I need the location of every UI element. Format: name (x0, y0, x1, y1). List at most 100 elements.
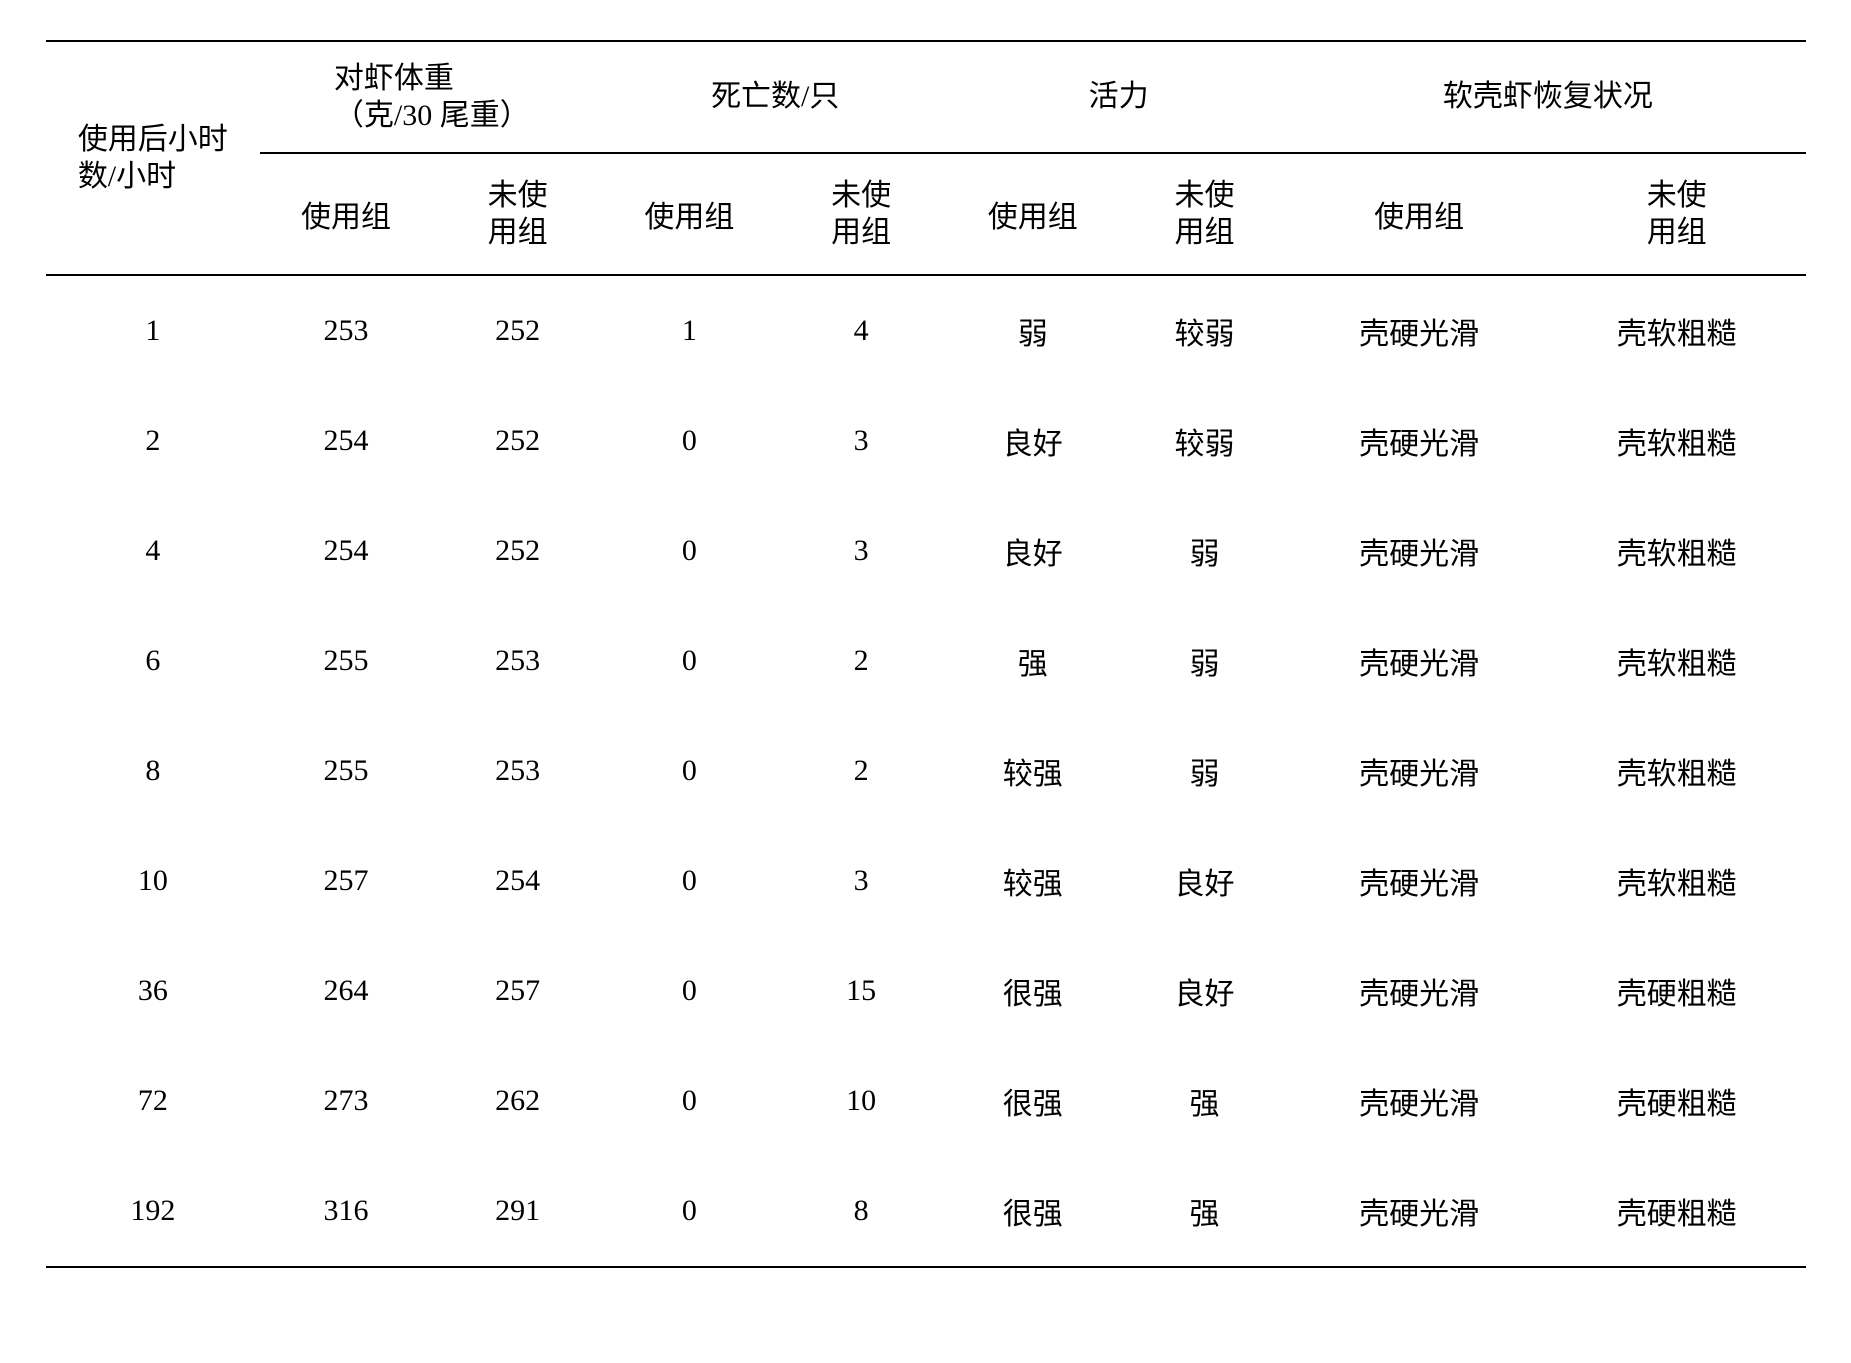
cell-hours: 72 (46, 1046, 261, 1156)
cell-recovery-unused: 壳软粗糙 (1548, 606, 1806, 716)
cell-deaths-used: 0 (604, 716, 776, 826)
col-weight-used-header: 使用组 (260, 153, 432, 275)
label: 未使用组 (1647, 177, 1707, 252)
table-row: 425425203良好弱壳硬光滑壳软粗糙 (46, 496, 1806, 606)
cell-weight-unused: 252 (432, 275, 604, 386)
cell-vitality-used: 强 (947, 606, 1119, 716)
cell-recovery-used: 壳硬光滑 (1290, 826, 1548, 936)
cell-deaths-unused: 3 (775, 826, 947, 936)
label: 未使用组 (1174, 177, 1234, 252)
col-recovery-group-header: 软壳虾恢复状况 (1290, 41, 1805, 153)
cell-vitality-unused: 强 (1119, 1156, 1291, 1267)
col-recovery-used-header: 使用组 (1290, 153, 1548, 275)
cell-weight-unused: 254 (432, 826, 604, 936)
col-weight-group-label: 对虾体重（克/30 尾重） (334, 60, 530, 135)
cell-deaths-used: 0 (604, 826, 776, 936)
col-recovery-unused-header: 未使用组 (1548, 153, 1806, 275)
col-vitality-used-header: 使用组 (947, 153, 1119, 275)
cell-recovery-used: 壳硬光滑 (1290, 1046, 1548, 1156)
table-row: 72273262010很强强壳硬光滑壳硬粗糙 (46, 1046, 1806, 1156)
col-deaths-group-label: 死亡数/只 (711, 80, 839, 113)
table-row: 19231629108很强强壳硬光滑壳硬粗糙 (46, 1156, 1806, 1267)
cell-weight-used: 273 (260, 1046, 432, 1156)
label: 使用组 (988, 201, 1078, 234)
cell-deaths-unused: 10 (775, 1046, 947, 1156)
cell-hours: 8 (46, 716, 261, 826)
cell-recovery-unused: 壳硬粗糙 (1548, 1046, 1806, 1156)
cell-vitality-unused: 弱 (1119, 606, 1291, 716)
col-recovery-group-label: 软壳虾恢复状况 (1443, 80, 1653, 113)
cell-recovery-unused: 壳硬粗糙 (1548, 936, 1806, 1046)
cell-deaths-used: 0 (604, 606, 776, 716)
cell-vitality-unused: 较弱 (1119, 386, 1291, 496)
cell-deaths-used: 0 (604, 1156, 776, 1267)
cell-vitality-unused: 良好 (1119, 936, 1291, 1046)
cell-weight-unused: 291 (432, 1156, 604, 1267)
cell-weight-unused: 253 (432, 606, 604, 716)
cell-recovery-unused: 壳软粗糙 (1548, 826, 1806, 936)
cell-deaths-unused: 4 (775, 275, 947, 386)
cell-vitality-used: 良好 (947, 386, 1119, 496)
cell-hours: 192 (46, 1156, 261, 1267)
label: 使用组 (301, 201, 391, 234)
data-table-container: 使用后小时数/小时 对虾体重（克/30 尾重） 死亡数/只 活力 软壳虾恢复状况… (46, 40, 1806, 1268)
cell-hours: 1 (46, 275, 261, 386)
cell-deaths-unused: 2 (775, 606, 947, 716)
cell-vitality-unused: 较弱 (1119, 275, 1291, 386)
cell-recovery-unused: 壳硬粗糙 (1548, 1156, 1806, 1267)
cell-recovery-unused: 壳软粗糙 (1548, 275, 1806, 386)
cell-deaths-used: 0 (604, 1046, 776, 1156)
label: 未使用组 (831, 177, 891, 252)
cell-recovery-unused: 壳软粗糙 (1548, 716, 1806, 826)
cell-weight-used: 253 (260, 275, 432, 386)
col-weight-group-header: 对虾体重（克/30 尾重） (260, 41, 603, 153)
cell-vitality-used: 很强 (947, 936, 1119, 1046)
table-header: 使用后小时数/小时 对虾体重（克/30 尾重） 死亡数/只 活力 软壳虾恢复状况… (46, 41, 1806, 275)
cell-weight-unused: 252 (432, 386, 604, 496)
cell-weight-used: 254 (260, 496, 432, 606)
cell-weight-unused: 253 (432, 716, 604, 826)
col-hours-header: 使用后小时数/小时 (46, 41, 261, 275)
table-row: 225425203良好较弱壳硬光滑壳软粗糙 (46, 386, 1806, 496)
cell-vitality-unused: 弱 (1119, 716, 1291, 826)
cell-hours: 6 (46, 606, 261, 716)
cell-deaths-unused: 15 (775, 936, 947, 1046)
cell-deaths-unused: 3 (775, 496, 947, 606)
cell-vitality-unused: 强 (1119, 1046, 1291, 1156)
cell-deaths-used: 0 (604, 386, 776, 496)
cell-vitality-used: 很强 (947, 1046, 1119, 1156)
cell-weight-used: 257 (260, 826, 432, 936)
cell-weight-used: 316 (260, 1156, 432, 1267)
table-row: 125325214弱较弱壳硬光滑壳软粗糙 (46, 275, 1806, 386)
cell-hours: 4 (46, 496, 261, 606)
cell-weight-unused: 252 (432, 496, 604, 606)
cell-weight-unused: 257 (432, 936, 604, 1046)
cell-deaths-unused: 8 (775, 1156, 947, 1267)
cell-deaths-unused: 3 (775, 386, 947, 496)
cell-vitality-unused: 良好 (1119, 826, 1291, 936)
cell-deaths-used: 1 (604, 275, 776, 386)
cell-weight-unused: 262 (432, 1046, 604, 1156)
cell-recovery-used: 壳硬光滑 (1290, 606, 1548, 716)
table-row: 36264257015很强良好壳硬光滑壳硬粗糙 (46, 936, 1806, 1046)
cell-hours: 10 (46, 826, 261, 936)
cell-recovery-used: 壳硬光滑 (1290, 386, 1548, 496)
table-body: 125325214弱较弱壳硬光滑壳软粗糙225425203良好较弱壳硬光滑壳软粗… (46, 275, 1806, 1267)
cell-vitality-used: 弱 (947, 275, 1119, 386)
cell-recovery-used: 壳硬光滑 (1290, 716, 1548, 826)
cell-recovery-used: 壳硬光滑 (1290, 275, 1548, 386)
cell-recovery-unused: 壳软粗糙 (1548, 496, 1806, 606)
cell-vitality-unused: 弱 (1119, 496, 1291, 606)
cell-vitality-used: 很强 (947, 1156, 1119, 1267)
cell-recovery-used: 壳硬光滑 (1290, 936, 1548, 1046)
table-row: 1025725403较强良好壳硬光滑壳软粗糙 (46, 826, 1806, 936)
col-deaths-unused-header: 未使用组 (775, 153, 947, 275)
label: 使用组 (1374, 201, 1464, 234)
col-deaths-group-header: 死亡数/只 (604, 41, 947, 153)
table-row: 825525302较强弱壳硬光滑壳软粗糙 (46, 716, 1806, 826)
data-table: 使用后小时数/小时 对虾体重（克/30 尾重） 死亡数/只 活力 软壳虾恢复状况… (46, 40, 1806, 1268)
table-row: 625525302强弱壳硬光滑壳软粗糙 (46, 606, 1806, 716)
cell-vitality-used: 较强 (947, 826, 1119, 936)
cell-vitality-used: 较强 (947, 716, 1119, 826)
col-vitality-unused-header: 未使用组 (1119, 153, 1291, 275)
